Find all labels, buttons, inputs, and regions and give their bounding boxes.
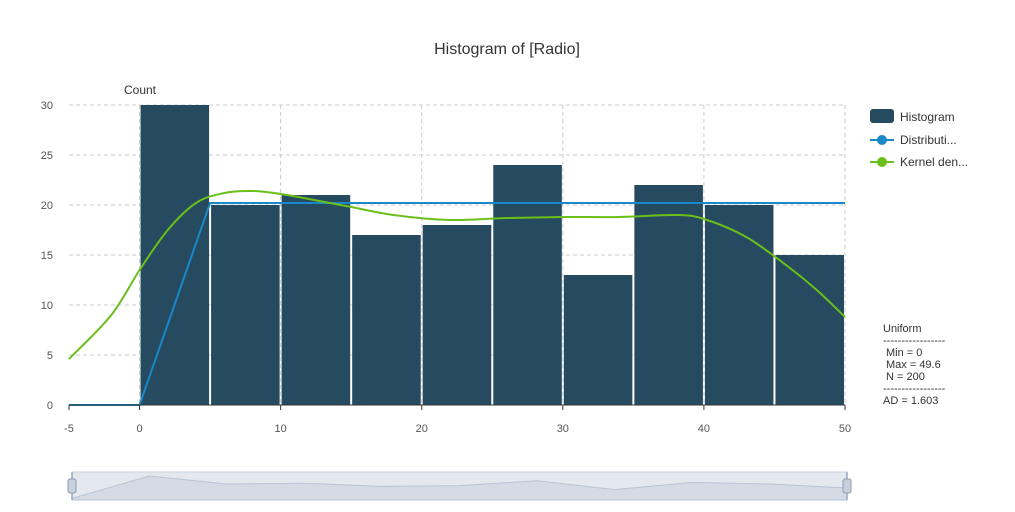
histogram-bar-1[interactable]	[211, 205, 280, 405]
slider-overview-area	[71, 475, 848, 501]
histogram-bar-5[interactable]	[493, 165, 562, 405]
x-tick-label-6: 50	[839, 423, 851, 435]
legend-label-2[interactable]: Kernel den...	[900, 155, 968, 169]
legend-label-1[interactable]: Distributi...	[900, 133, 957, 147]
stats-n: N = 200	[886, 371, 925, 383]
x-tick-label-0: -5	[64, 423, 74, 435]
histogram-bar-0[interactable]	[140, 105, 210, 405]
stats-box: Uniform ----------------- Min = 0 Max = 49.…	[883, 323, 945, 407]
legend-marker-1[interactable]	[877, 135, 887, 145]
y-tick-label-3: 15	[41, 250, 53, 262]
y-tick-label-5: 25	[41, 150, 53, 162]
histogram-bar-3[interactable]	[352, 235, 421, 405]
y-tick-label-1: 5	[47, 350, 53, 362]
y-axis-label: Count	[124, 83, 157, 97]
kernel-density-line[interactable]	[68, 189, 846, 360]
slider-handle-right[interactable]	[842, 478, 852, 494]
histogram-bars[interactable]	[140, 105, 844, 405]
histogram-bar-4[interactable]	[422, 225, 492, 405]
legend-swatch-histogram[interactable]	[870, 109, 894, 123]
x-tick-label-3: 20	[416, 423, 428, 435]
stats-divider-top: -----------------	[883, 335, 946, 347]
legend-marker-2[interactable]	[877, 157, 887, 167]
x-tick-label-2: 10	[275, 423, 287, 435]
y-tick-label-0: 0	[47, 400, 53, 412]
histogram-bar-8[interactable]	[704, 205, 774, 405]
stats-max: Max = 49.6	[886, 359, 941, 371]
legend[interactable]: Histogram Distributi... Kernel den...	[870, 109, 968, 169]
slider-handle-left[interactable]	[67, 478, 77, 494]
histogram-bar-6[interactable]	[563, 275, 633, 405]
legend-label-0[interactable]: Histogram	[900, 110, 955, 124]
y-tick-label-2: 10	[41, 300, 53, 312]
data-zoom-slider[interactable]	[67, 471, 852, 501]
stats-min: Min = 0	[886, 347, 923, 359]
stats-ad: AD = 1.603	[883, 395, 939, 407]
histogram-bar-7[interactable]	[634, 185, 703, 405]
y-tick-label-6: 30	[41, 100, 53, 112]
x-tick-label-1: 0	[136, 423, 142, 435]
stats-title: Uniform	[883, 323, 922, 335]
x-tick-label-4: 30	[557, 423, 569, 435]
histogram-bar-2[interactable]	[281, 195, 351, 405]
stats-divider-bottom: -----------------	[883, 383, 946, 395]
axes: -5 0 10 20 30 40 50 0 5 10 15 20 25 30	[41, 100, 851, 435]
x-tick-label-5: 40	[698, 423, 710, 435]
histogram-bar-9[interactable]	[775, 255, 844, 405]
y-tick-label-4: 20	[41, 200, 53, 212]
chart-title: Histogram of [Radio]	[434, 41, 580, 58]
